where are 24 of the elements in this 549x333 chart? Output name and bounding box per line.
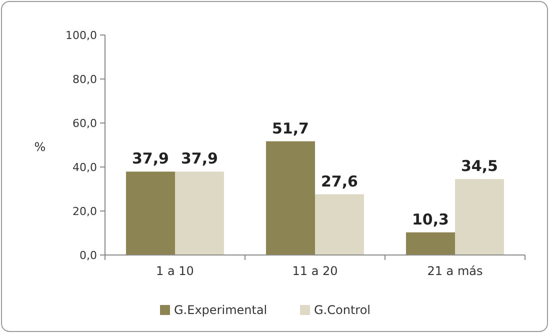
data-label: 51,7 <box>272 119 310 138</box>
x-tick-label: 11 a 20 <box>292 264 338 278</box>
y-tick-label: 40,0 <box>72 160 97 174</box>
bar <box>126 172 175 255</box>
y-tick-label: 60,0 <box>72 116 97 130</box>
bar <box>315 194 364 255</box>
data-label: 34,5 <box>460 157 498 176</box>
bar <box>406 232 455 255</box>
y-tick-label: 100,0 <box>66 28 97 42</box>
x-tick-label: 21 a más <box>427 264 483 278</box>
data-label: 27,6 <box>320 172 358 190</box>
bar <box>455 179 504 255</box>
legend-label: G.Control <box>314 303 370 317</box>
y-tick-label: 20,0 <box>72 204 97 218</box>
data-label: 37,9 <box>132 150 170 168</box>
data-label: 10,3 <box>412 210 450 228</box>
y-tick-label: 80,0 <box>72 72 97 86</box>
bar <box>175 172 224 255</box>
x-tick-label: 1 a 10 <box>156 264 194 278</box>
data-label: 37,9 <box>180 150 218 168</box>
legend-label: G.Experimental <box>174 303 268 317</box>
y-axis-title: % <box>34 140 46 154</box>
bar <box>266 141 315 255</box>
y-tick-label: 0,0 <box>80 248 97 262</box>
